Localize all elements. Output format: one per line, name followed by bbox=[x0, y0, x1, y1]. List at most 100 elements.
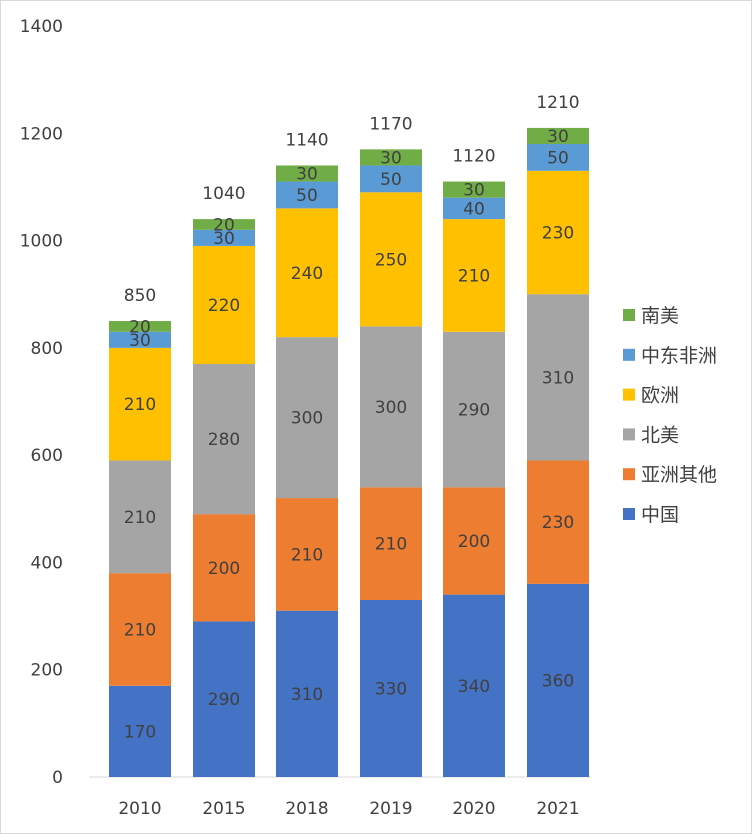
legend-label: 中东非洲 bbox=[641, 345, 717, 367]
bar-total-label: 1120 bbox=[452, 147, 495, 167]
bar-segment bbox=[276, 498, 338, 611]
bar-segment bbox=[527, 583, 589, 777]
bar-segment bbox=[193, 363, 255, 515]
bar-segment bbox=[360, 192, 422, 327]
bar-segment bbox=[527, 170, 589, 295]
legend-swatch bbox=[623, 309, 635, 321]
bar-segment bbox=[443, 487, 505, 595]
segment-value-label: 30 bbox=[463, 181, 485, 201]
segment-value-label: 290 bbox=[458, 401, 490, 421]
bar-segment bbox=[109, 573, 171, 686]
x-tick-label: 2020 bbox=[452, 799, 495, 819]
y-tick-label: 200 bbox=[31, 661, 63, 681]
segment-value-label: 30 bbox=[296, 165, 318, 185]
segment-value-label: 210 bbox=[124, 395, 156, 415]
y-tick-label: 800 bbox=[31, 339, 63, 359]
bar-total-label: 1210 bbox=[536, 93, 579, 113]
bar-total-label: 1170 bbox=[369, 114, 412, 134]
bar-segment bbox=[360, 149, 422, 166]
y-tick-label: 400 bbox=[31, 553, 63, 573]
bar-segment bbox=[193, 229, 255, 246]
bar-segment bbox=[276, 610, 338, 777]
segment-value-label: 230 bbox=[542, 513, 574, 533]
bar-total-label: 1040 bbox=[202, 184, 245, 204]
legend-swatch bbox=[623, 388, 635, 401]
bar-segment bbox=[360, 487, 422, 600]
bar-segment bbox=[109, 685, 171, 777]
y-tick-label: 1000 bbox=[20, 232, 63, 252]
bar-segment bbox=[276, 181, 338, 209]
bar-segment bbox=[443, 594, 505, 777]
segment-value-label: 300 bbox=[291, 409, 323, 429]
segment-value-label: 280 bbox=[208, 430, 240, 450]
legend-swatch bbox=[623, 428, 635, 441]
segment-value-label: 230 bbox=[542, 224, 574, 244]
x-tick-label: 2019 bbox=[369, 799, 412, 819]
bar-segment bbox=[276, 208, 338, 338]
x-tick-label: 2015 bbox=[202, 799, 245, 819]
segment-value-label: 210 bbox=[124, 508, 156, 528]
y-tick-label: 600 bbox=[31, 446, 63, 466]
segment-value-label: 50 bbox=[296, 186, 318, 206]
bar-segment bbox=[443, 181, 505, 198]
segment-value-label: 250 bbox=[375, 250, 407, 270]
segment-value-label: 340 bbox=[458, 677, 490, 697]
segment-value-label: 240 bbox=[291, 264, 323, 284]
segment-value-label: 50 bbox=[380, 170, 402, 190]
segment-value-label: 210 bbox=[291, 545, 323, 565]
legend-label: 中国 bbox=[641, 504, 679, 526]
segment-value-label: 200 bbox=[458, 532, 490, 552]
bar-segment bbox=[276, 165, 338, 182]
legend-label: 亚洲其他 bbox=[641, 464, 717, 486]
bar-segment bbox=[109, 331, 171, 348]
segment-value-label: 210 bbox=[124, 620, 156, 640]
y-tick-label: 1200 bbox=[20, 124, 63, 144]
segment-value-label: 20 bbox=[213, 215, 235, 235]
bar-segment bbox=[527, 294, 589, 461]
bar-segment bbox=[109, 321, 171, 332]
bar-total-label: 850 bbox=[124, 286, 156, 306]
bar-total-label: 1140 bbox=[285, 130, 328, 150]
segment-value-label: 20 bbox=[129, 317, 151, 337]
segment-value-label: 170 bbox=[124, 722, 156, 742]
segment-value-label: 310 bbox=[542, 368, 574, 388]
bar-segment bbox=[527, 127, 589, 145]
segment-value-label: 40 bbox=[463, 199, 485, 219]
segment-value-label: 200 bbox=[208, 559, 240, 579]
y-tick-label: 1400 bbox=[20, 17, 63, 37]
segment-value-label: 210 bbox=[458, 266, 490, 286]
x-tick-label: 2010 bbox=[118, 799, 161, 819]
legend-swatch bbox=[623, 348, 635, 361]
legend-swatch bbox=[623, 508, 635, 520]
segment-value-label: 360 bbox=[542, 671, 574, 691]
bar-segment bbox=[527, 144, 589, 171]
segment-value-label: 300 bbox=[375, 398, 407, 418]
legend-label: 南美 bbox=[641, 305, 679, 327]
x-tick-label: 2018 bbox=[285, 799, 328, 819]
bar-segment bbox=[193, 514, 255, 622]
segment-value-label: 220 bbox=[208, 296, 240, 316]
bar-segment bbox=[443, 331, 505, 488]
legend-swatch bbox=[623, 468, 635, 481]
bar-segment bbox=[109, 347, 171, 461]
bar-segment bbox=[193, 621, 255, 777]
bar-segment bbox=[193, 245, 255, 364]
bar-segment bbox=[443, 197, 505, 220]
segment-value-label: 30 bbox=[547, 127, 569, 147]
segment-value-label: 30 bbox=[380, 148, 402, 168]
segment-value-label: 310 bbox=[291, 685, 323, 705]
bar-segment bbox=[360, 599, 422, 777]
bar-segment bbox=[360, 326, 422, 488]
bar-segment bbox=[193, 219, 255, 230]
bar-segment bbox=[527, 460, 589, 584]
segment-value-label: 210 bbox=[375, 535, 407, 555]
segment-value-label: 30 bbox=[213, 229, 235, 249]
legend-label: 欧洲 bbox=[641, 385, 679, 407]
segment-value-label: 330 bbox=[375, 679, 407, 699]
x-tick-label: 2021 bbox=[536, 799, 579, 819]
segment-value-label: 290 bbox=[208, 690, 240, 710]
bar-segment bbox=[109, 460, 171, 574]
bar-segment bbox=[276, 337, 338, 499]
